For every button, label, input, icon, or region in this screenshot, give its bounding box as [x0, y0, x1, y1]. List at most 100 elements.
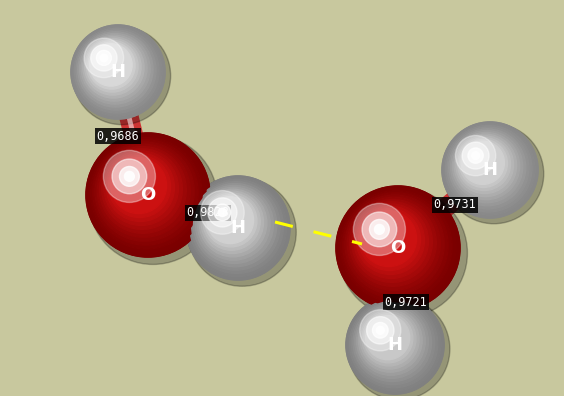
Circle shape [100, 54, 108, 62]
Text: H: H [387, 336, 403, 354]
Text: 0,9828: 0,9828 [187, 206, 230, 219]
Circle shape [338, 188, 456, 306]
Circle shape [71, 25, 165, 119]
Circle shape [347, 197, 440, 290]
Circle shape [343, 193, 448, 298]
Circle shape [201, 191, 263, 253]
Circle shape [197, 187, 270, 260]
Circle shape [214, 204, 231, 221]
Circle shape [348, 298, 450, 396]
Circle shape [193, 184, 277, 267]
Circle shape [76, 30, 156, 110]
Circle shape [190, 180, 283, 273]
Circle shape [111, 158, 166, 213]
Circle shape [112, 159, 147, 194]
Circle shape [218, 208, 227, 217]
Circle shape [186, 176, 290, 280]
Circle shape [199, 189, 267, 257]
Circle shape [451, 131, 523, 203]
Circle shape [90, 44, 132, 86]
Circle shape [362, 312, 416, 366]
Text: 0,9686: 0,9686 [96, 129, 139, 143]
Circle shape [108, 156, 170, 217]
Circle shape [354, 204, 429, 278]
Text: O: O [140, 186, 156, 204]
Circle shape [188, 178, 296, 286]
Circle shape [80, 34, 150, 104]
Circle shape [73, 27, 162, 116]
Circle shape [447, 127, 529, 209]
Circle shape [205, 195, 257, 247]
Circle shape [350, 200, 437, 286]
Circle shape [97, 144, 190, 237]
Circle shape [203, 193, 260, 250]
Circle shape [207, 197, 254, 244]
Circle shape [352, 202, 433, 282]
Circle shape [192, 182, 280, 270]
Circle shape [86, 133, 210, 257]
Circle shape [472, 152, 479, 160]
Circle shape [102, 149, 182, 229]
Circle shape [89, 135, 218, 265]
Circle shape [454, 134, 517, 197]
Circle shape [78, 32, 153, 107]
Circle shape [362, 212, 396, 247]
Circle shape [91, 45, 117, 71]
Circle shape [456, 136, 514, 194]
Circle shape [359, 209, 421, 270]
Circle shape [84, 38, 124, 78]
Circle shape [88, 135, 206, 253]
Text: O: O [390, 239, 406, 257]
Circle shape [442, 122, 538, 218]
Circle shape [360, 310, 419, 369]
Circle shape [346, 296, 444, 394]
Circle shape [336, 186, 460, 310]
Circle shape [468, 148, 483, 163]
Circle shape [120, 166, 139, 187]
Circle shape [186, 176, 290, 280]
Circle shape [73, 27, 171, 125]
Circle shape [461, 141, 504, 185]
Circle shape [92, 140, 198, 245]
Circle shape [462, 142, 489, 169]
Circle shape [354, 204, 406, 255]
Circle shape [85, 39, 141, 95]
Circle shape [376, 326, 384, 334]
Circle shape [369, 219, 389, 239]
Circle shape [81, 35, 147, 101]
Circle shape [86, 133, 210, 257]
Circle shape [355, 305, 429, 379]
Circle shape [345, 195, 444, 294]
Text: 0,9731: 0,9731 [434, 198, 477, 211]
Text: H: H [231, 219, 245, 237]
Circle shape [103, 150, 156, 202]
Text: 0,9721: 0,9721 [385, 295, 428, 308]
Circle shape [201, 190, 244, 234]
Circle shape [348, 298, 441, 391]
Circle shape [196, 185, 274, 263]
Circle shape [444, 124, 544, 224]
Circle shape [338, 188, 468, 318]
Circle shape [364, 314, 413, 363]
Circle shape [360, 310, 401, 351]
Circle shape [336, 186, 460, 310]
Circle shape [442, 122, 538, 218]
Circle shape [460, 139, 508, 187]
Circle shape [346, 296, 444, 394]
Circle shape [353, 303, 431, 381]
Circle shape [456, 135, 496, 176]
Circle shape [449, 129, 526, 206]
Circle shape [96, 50, 112, 65]
Circle shape [74, 29, 159, 113]
Circle shape [374, 225, 384, 234]
Circle shape [356, 307, 425, 375]
Circle shape [367, 316, 394, 344]
Circle shape [365, 316, 409, 360]
Circle shape [83, 37, 144, 98]
Circle shape [458, 138, 510, 190]
Circle shape [372, 322, 388, 338]
Circle shape [452, 133, 519, 200]
Circle shape [356, 206, 425, 274]
Circle shape [125, 171, 134, 181]
Circle shape [90, 137, 202, 249]
